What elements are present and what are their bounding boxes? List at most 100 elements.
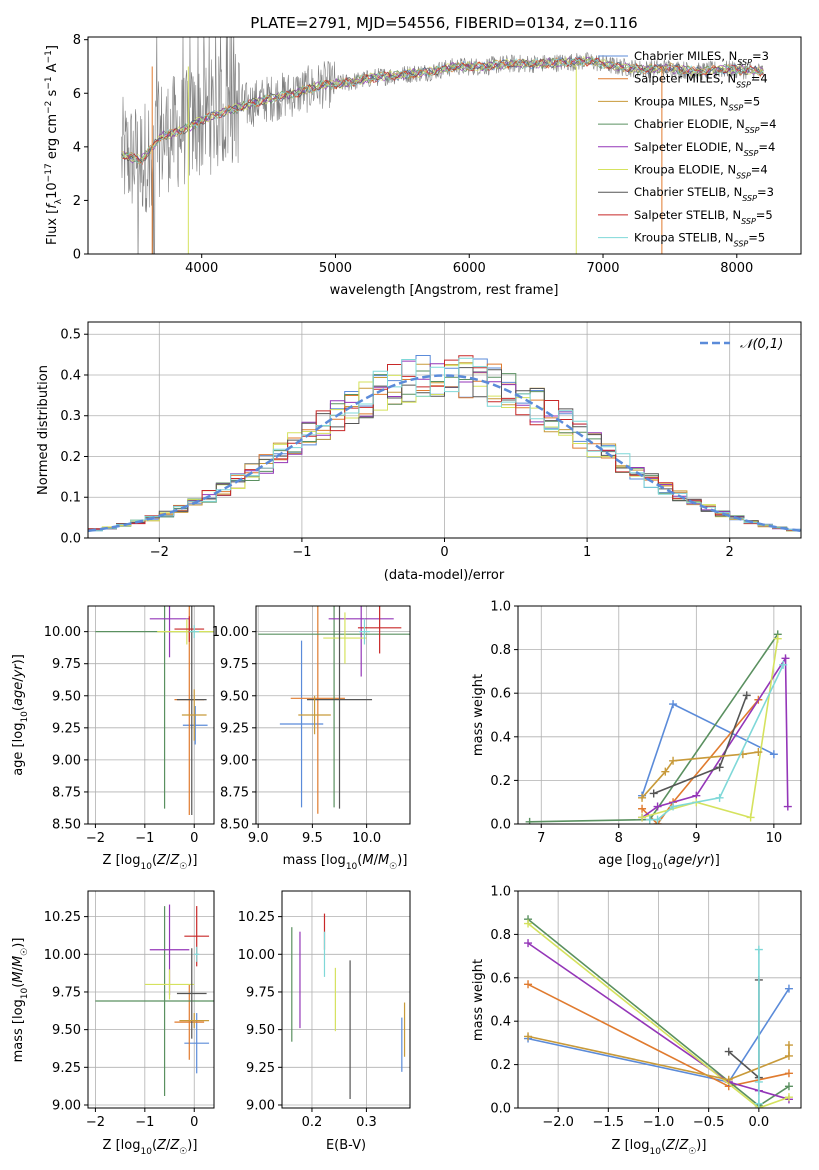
plot-area [88, 355, 801, 533]
model-spectrum [121, 55, 764, 162]
y-tick-label: 9.75 [220, 657, 249, 672]
mass-weight-line [728, 980, 760, 1080]
x-tick-label: −2 [86, 831, 105, 846]
mass-weight-marker [724, 1047, 733, 1056]
axes-frame [87, 321, 802, 539]
legend-label: Kroupa STELIB, NSSP=5 [634, 231, 765, 249]
legend-label: Chabrier MILES, NSSP=3 [634, 49, 769, 67]
mass-weight-line [641, 655, 789, 819]
mass-weight-marker [653, 815, 662, 824]
y-tick-label: 4 [73, 140, 81, 155]
x-tick-label: −2.0 [542, 1115, 574, 1130]
y-tick-label: 9.00 [52, 1098, 81, 1113]
mass-weight-marker [784, 984, 793, 993]
y-tick-label: 9.25 [52, 1061, 81, 1076]
plot-area [258, 606, 410, 814]
mass-weight-line [649, 664, 784, 821]
y-tick-label: 8 [73, 33, 81, 48]
y-tick-label: 0.0 [490, 818, 511, 833]
axes-frame [517, 890, 802, 1109]
x-tick-label: −1.5 [593, 1115, 625, 1130]
x-axis-label: mass [log10(M/M☉)] [283, 853, 408, 872]
y-tick-label: 9.00 [246, 1098, 275, 1113]
y-tick-label: 0.2 [60, 450, 81, 465]
x-tick-label: 10.0 [352, 831, 381, 846]
axes-frame [281, 890, 411, 1109]
y-tick-label: 0.2 [490, 774, 511, 789]
mass-weight-marker [724, 1075, 733, 1084]
plot-area [524, 915, 793, 1108]
x-tick-label: 9.5 [302, 831, 323, 846]
y-tick-label: 0.2 [490, 1058, 511, 1073]
mass-weight-marker [754, 1099, 763, 1108]
mass-weight-line [527, 922, 790, 1108]
x-axis-label: age [log10(age/yr)] [598, 853, 720, 872]
y-tick-label: 0.4 [490, 730, 511, 745]
y-tick-label: 8.50 [220, 818, 249, 833]
y-tick-label: 8.75 [220, 785, 249, 800]
axes-frame [87, 890, 215, 1109]
mass-weight-marker [524, 1032, 533, 1041]
mass-weight-marker [638, 793, 647, 802]
x-tick-label: 1 [583, 545, 591, 560]
mass-weight-marker [524, 980, 533, 989]
chart-title: PLATE=2791, MJD=54556, FIBERID=0134, z=0… [250, 14, 637, 32]
y-tick-label: 0.8 [490, 928, 511, 943]
x-tick-label: −1 [135, 1115, 154, 1130]
mass-weight-marker [754, 748, 763, 757]
legend-label: Salpeter MILES, NSSP=4 [634, 72, 768, 90]
x-tick-label: 0 [190, 1115, 198, 1130]
y-tick-label: 9.00 [220, 753, 249, 768]
mass-weight-marker [653, 802, 662, 811]
mass-weight-marker [638, 804, 647, 813]
y-axis-label: Normed distribution [36, 365, 51, 495]
y-tick-label: 10.00 [238, 948, 275, 963]
axes-frame [87, 36, 802, 255]
y-axis-label: mass weight [471, 959, 486, 1041]
mass-weight-marker [524, 919, 533, 928]
mass-weight-marker [784, 1041, 793, 1050]
y-tick-label: 9.75 [246, 985, 275, 1000]
y-tick-label: 1.0 [490, 885, 511, 900]
normal-curve [88, 374, 801, 533]
mass-weight-marker [784, 1069, 793, 1078]
y-tick-label: 10.25 [238, 910, 275, 925]
y-tick-label: 9.50 [220, 689, 249, 704]
y-tick-label: 0.6 [490, 687, 511, 702]
x-tick-label: 8000 [720, 261, 753, 276]
x-tick-label: 0.0 [749, 1115, 770, 1130]
chart-spectrum: 4000 5000 6000 7000 8000 0 2 4 6 8 wavelength [Ang… [44, 33, 802, 298]
y-tick-label: 9.50 [246, 1023, 275, 1038]
plot-area [525, 630, 792, 824]
axes-frame [517, 605, 802, 825]
axes-frame [255, 605, 411, 825]
mass-weight-marker [742, 691, 751, 700]
chart-age-mass: 9.0 9.5 10.0 8.50 8.75 9.00 9.25 9.50 9.75 10.00 m… [212, 605, 411, 872]
x-tick-label: 9 [692, 831, 700, 846]
y-tick-label: 10.00 [44, 948, 81, 963]
x-tick-label: 10 [766, 831, 783, 846]
x-axis-label: E(B-V) [326, 1138, 366, 1153]
y-tick-label: 0.4 [490, 1015, 511, 1030]
plot-area [95, 606, 214, 816]
mass-weight-marker [746, 813, 755, 822]
x-tick-label: 4000 [185, 261, 218, 276]
x-axis-label: (data-model)/error [384, 568, 505, 583]
y-tick-label: 8.75 [52, 785, 81, 800]
mass-weight-marker [781, 654, 790, 663]
legend: Chabrier MILES, NSSP=3 Salpeter MILES, NS… [598, 49, 776, 248]
mass-weight-marker [783, 802, 792, 811]
mass-weight-marker [779, 660, 788, 669]
plot-area [121, 37, 764, 254]
x-tick-label: 0 [440, 545, 448, 560]
x-tick-label: −1.0 [643, 1115, 675, 1130]
x-axis-label: wavelength [Angstrom, rest frame] [330, 283, 559, 298]
x-tick-label: 8 [615, 831, 623, 846]
plot-area [291, 913, 406, 1099]
model-spectrum [121, 56, 764, 165]
mass-weight-marker [525, 817, 534, 824]
chart-mass-ebv: 0.2 0.3 9.00 9.25 9.50 9.75 10.00 10.25 E(B-V) [238, 890, 411, 1153]
x-tick-label: 7000 [586, 261, 619, 276]
chart-massweight-z: −2.0 −1.5 −1.0 −0.5 0.0 0.0 0.2 0.4 0.6 0.8 1.0 Z [… [471, 885, 802, 1157]
